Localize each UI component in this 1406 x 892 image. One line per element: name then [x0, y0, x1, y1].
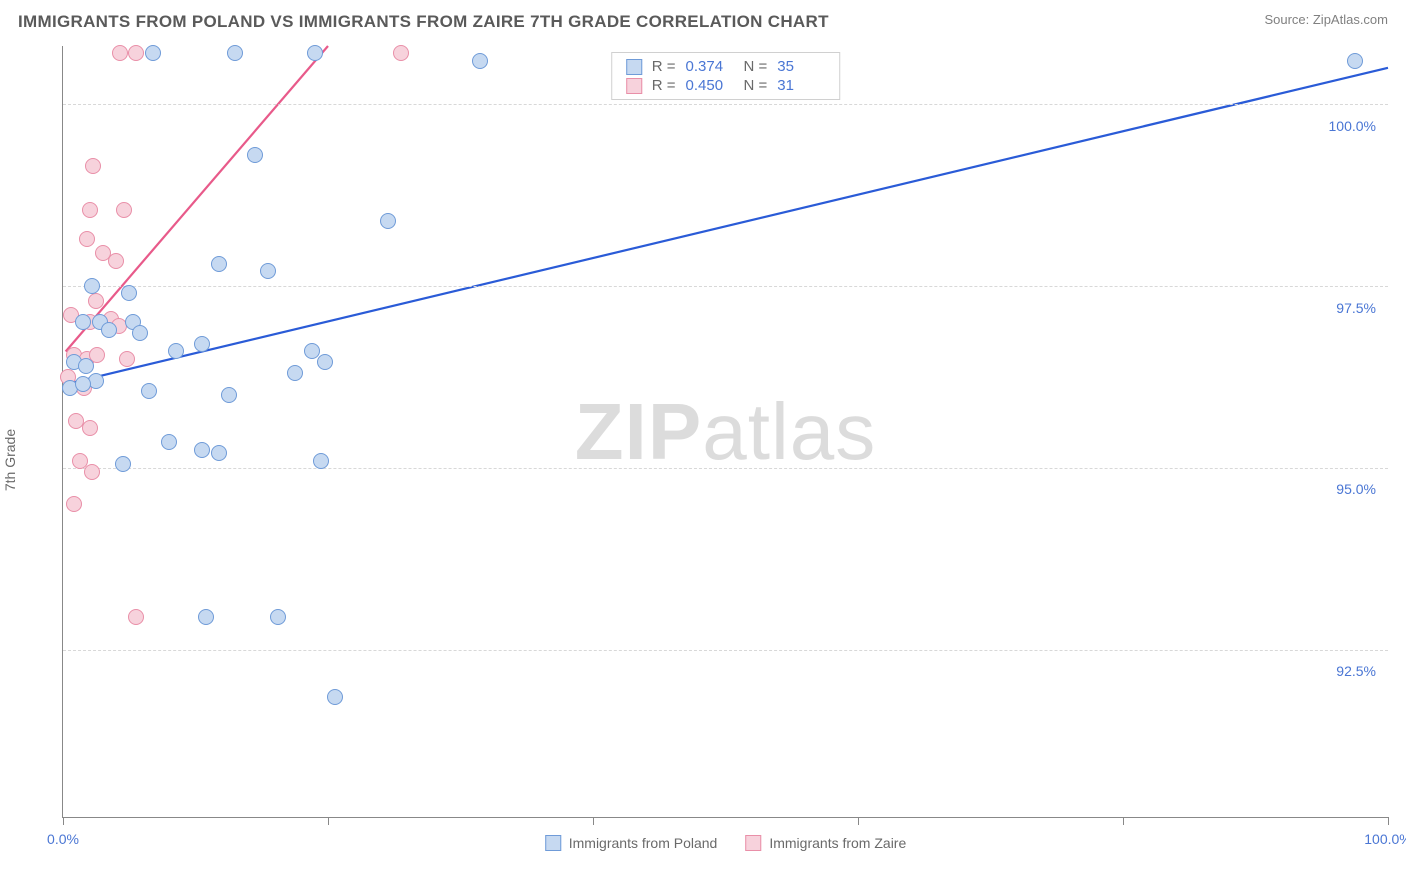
legend-swatch	[626, 78, 642, 94]
trend-line	[66, 46, 328, 351]
scatter-point	[128, 609, 144, 625]
r-value: 0.450	[686, 77, 734, 94]
x-tick-label: 100.0%	[1364, 831, 1406, 847]
n-label: N =	[744, 58, 768, 75]
series-name: Immigrants from Zaire	[769, 835, 906, 851]
scatter-point	[141, 383, 157, 399]
scatter-point	[287, 365, 303, 381]
scatter-point	[161, 434, 177, 450]
r-value: 0.374	[686, 58, 734, 75]
n-value: 35	[777, 58, 825, 75]
y-tick-label: 97.5%	[1330, 294, 1378, 316]
scatter-point	[327, 689, 343, 705]
chart-container: 7th Grade ZIPatlas R =0.374N =35R =0.450…	[18, 46, 1388, 874]
scatter-point	[121, 285, 137, 301]
series-legend-item: Immigrants from Zaire	[745, 835, 906, 851]
scatter-point	[380, 213, 396, 229]
gridline-h	[63, 650, 1388, 651]
scatter-point	[247, 147, 263, 163]
plot-area: ZIPatlas R =0.374N =35R =0.450N =31 Immi…	[62, 46, 1388, 818]
watermark-rest: atlas	[702, 387, 876, 476]
scatter-point	[132, 325, 148, 341]
y-tick-label: 92.5%	[1330, 657, 1378, 679]
scatter-point	[198, 609, 214, 625]
correlation-legend-row: R = 0.374 N = 35	[626, 57, 826, 76]
series-name: Immigrants from Poland	[569, 835, 718, 851]
scatter-point	[84, 278, 100, 294]
y-axis-label: 7th Grade	[2, 429, 18, 491]
correlation-legend: R = 0.374 N = 35 R = 0.450 N = 31	[611, 52, 841, 100]
scatter-point	[211, 256, 227, 272]
scatter-point	[75, 314, 91, 330]
legend-swatch	[545, 835, 561, 851]
source-link[interactable]: ZipAtlas.com	[1313, 12, 1388, 27]
gridline-h	[63, 286, 1388, 287]
scatter-point	[116, 202, 132, 218]
chart-title: IMMIGRANTS FROM POLAND VS IMMIGRANTS FRO…	[18, 12, 829, 32]
r-label: R =	[652, 77, 676, 94]
scatter-point	[317, 354, 333, 370]
x-tick	[63, 817, 64, 825]
x-tick-label: 0.0%	[47, 831, 79, 847]
scatter-point	[194, 336, 210, 352]
scatter-point	[270, 609, 286, 625]
scatter-point	[211, 445, 227, 461]
scatter-point	[66, 496, 82, 512]
gridline-h	[63, 468, 1388, 469]
scatter-point	[82, 202, 98, 218]
x-tick	[858, 817, 859, 825]
trend-line	[66, 68, 1388, 384]
scatter-point	[313, 453, 329, 469]
scatter-point	[112, 45, 128, 61]
scatter-point	[128, 45, 144, 61]
scatter-point	[119, 351, 135, 367]
x-tick	[593, 817, 594, 825]
n-label: N =	[744, 77, 768, 94]
scatter-point	[101, 322, 117, 338]
scatter-point	[108, 253, 124, 269]
y-tick-label: 100.0%	[1323, 112, 1378, 134]
n-value: 31	[777, 77, 825, 94]
source-label: Source:	[1264, 12, 1312, 27]
legend-swatch	[626, 59, 642, 75]
r-label: R =	[652, 58, 676, 75]
scatter-point	[85, 158, 101, 174]
scatter-point	[75, 376, 91, 392]
scatter-point	[307, 45, 323, 61]
scatter-point	[221, 387, 237, 403]
scatter-point	[79, 231, 95, 247]
scatter-point	[88, 293, 104, 309]
scatter-point	[84, 464, 100, 480]
correlation-legend-row: R = 0.450 N = 31	[626, 76, 826, 95]
scatter-point	[1347, 53, 1363, 69]
watermark: ZIPatlas	[575, 386, 876, 478]
scatter-point	[78, 358, 94, 374]
scatter-point	[260, 263, 276, 279]
scatter-point	[194, 442, 210, 458]
gridline-h	[63, 104, 1388, 105]
series-legend: Immigrants from Poland Immigrants from Za…	[545, 835, 907, 851]
x-tick	[328, 817, 329, 825]
scatter-point	[115, 456, 131, 472]
x-tick	[1388, 817, 1389, 825]
watermark-bold: ZIP	[575, 387, 702, 476]
x-tick	[1123, 817, 1124, 825]
y-tick-label: 95.0%	[1330, 475, 1378, 497]
scatter-point	[393, 45, 409, 61]
scatter-point	[145, 45, 161, 61]
series-legend-item: Immigrants from Poland	[545, 835, 718, 851]
source-attribution: Source: ZipAtlas.com	[1264, 12, 1388, 27]
scatter-point	[472, 53, 488, 69]
legend-swatch	[745, 835, 761, 851]
scatter-point	[82, 420, 98, 436]
scatter-point	[227, 45, 243, 61]
scatter-point	[168, 343, 184, 359]
